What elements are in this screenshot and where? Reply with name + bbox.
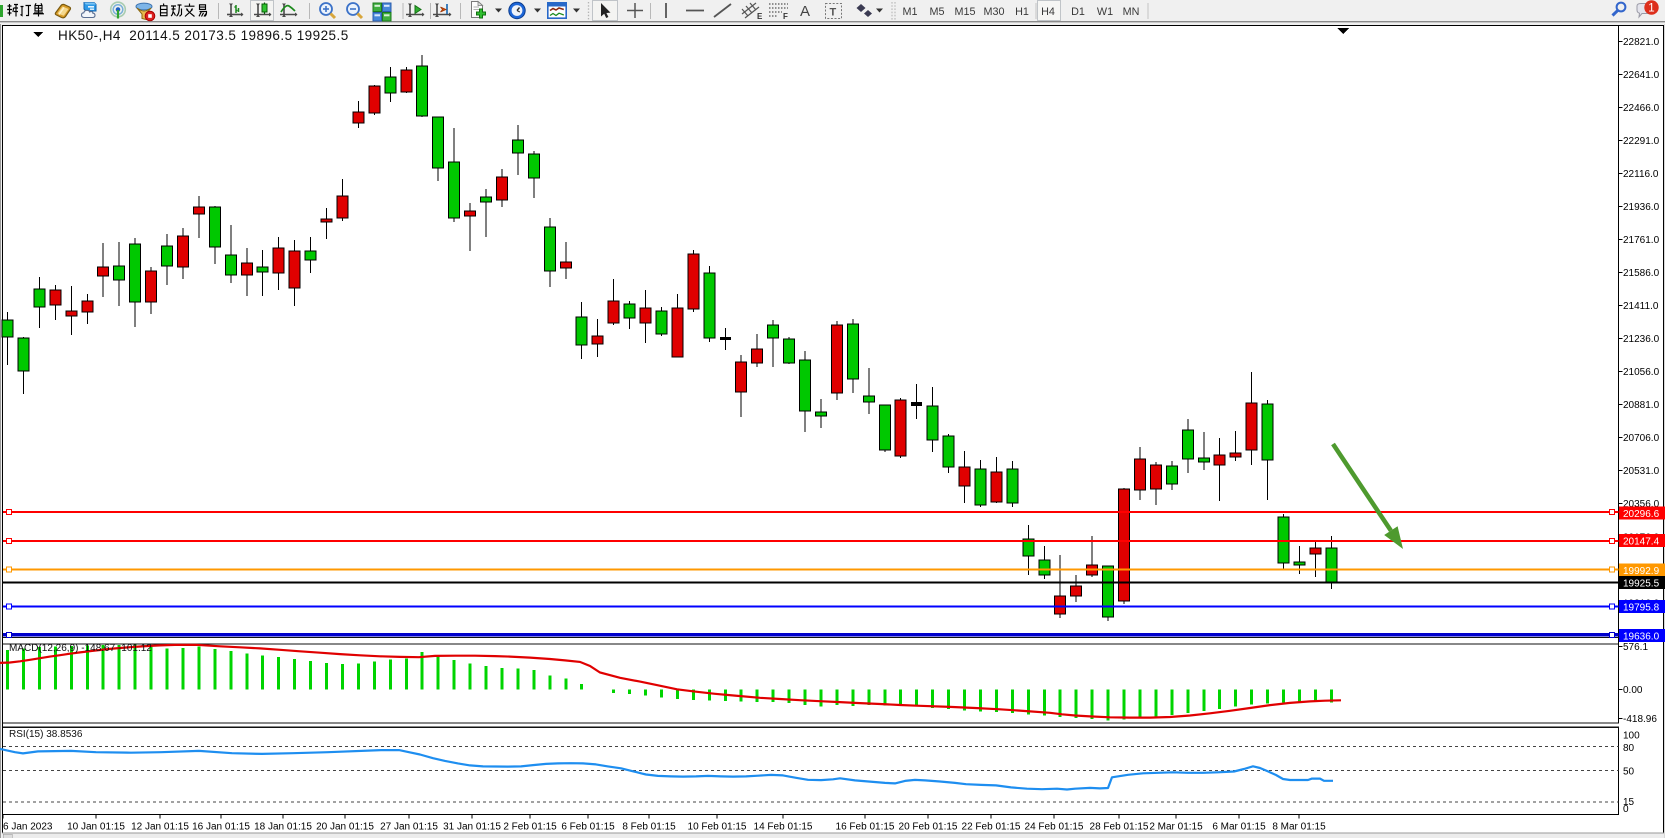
svg-text:H4: H4 [1041, 6, 1055, 18]
svg-text:22291.0: 22291.0 [1623, 136, 1660, 147]
svg-text:6 Mar 01:15: 6 Mar 01:15 [1212, 822, 1266, 833]
svg-text:22641.0: 22641.0 [1623, 70, 1660, 81]
svg-text:8 Mar 01:15: 8 Mar 01:15 [1272, 822, 1326, 833]
svg-text:0: 0 [1623, 804, 1629, 815]
svg-text:19636.0: 19636.0 [1623, 631, 1660, 642]
svg-text:27 Jan 01:15: 27 Jan 01:15 [380, 822, 438, 833]
svg-text:MN: MN [1123, 6, 1140, 18]
svg-text:12 Jan 01:15: 12 Jan 01:15 [131, 822, 189, 833]
svg-text:19992.9: 19992.9 [1623, 566, 1660, 577]
svg-text:28 Feb 01:15: 28 Feb 01:15 [1090, 822, 1149, 833]
svg-text:31 Jan 01:15: 31 Jan 01:15 [443, 822, 501, 833]
svg-text:21056.0: 21056.0 [1623, 367, 1660, 378]
svg-text:20881.0: 20881.0 [1623, 400, 1660, 411]
svg-text:6 Jan 2023: 6 Jan 2023 [3, 822, 53, 833]
svg-text:10 Jan 01:15: 10 Jan 01:15 [67, 822, 125, 833]
svg-text:MACD(12,26,9) -148.67 -101.12: MACD(12,26,9) -148.67 -101.12 [9, 643, 152, 654]
svg-text:20356.0: 20356.0 [1623, 499, 1660, 510]
svg-text:10 Feb 01:15: 10 Feb 01:15 [688, 822, 747, 833]
svg-text:20296.6: 20296.6 [1623, 509, 1660, 520]
svg-text:18 Jan 01:15: 18 Jan 01:15 [254, 822, 312, 833]
svg-text:20706.0: 20706.0 [1623, 433, 1660, 444]
svg-text:8 Feb 01:15: 8 Feb 01:15 [622, 822, 676, 833]
svg-text:1: 1 [1648, 3, 1654, 15]
svg-text:F: F [783, 12, 788, 21]
svg-text:100: 100 [1623, 731, 1640, 742]
svg-text:20 Feb 01:15: 20 Feb 01:15 [899, 822, 958, 833]
svg-text:T: T [830, 7, 837, 19]
svg-text:6 Feb 01:15: 6 Feb 01:15 [561, 822, 615, 833]
svg-text:21411.0: 21411.0 [1623, 301, 1659, 312]
svg-text:21936.0: 21936.0 [1623, 202, 1660, 213]
svg-text:M15: M15 [954, 6, 975, 18]
svg-text:0.00: 0.00 [1623, 685, 1643, 696]
svg-text:21586.0: 21586.0 [1623, 268, 1660, 279]
svg-text:20 Jan 01:15: 20 Jan 01:15 [316, 822, 374, 833]
svg-text:2 Mar 01:15: 2 Mar 01:15 [1149, 822, 1203, 833]
svg-text:21236.0: 21236.0 [1623, 334, 1660, 345]
svg-text:16 Jan 01:15: 16 Jan 01:15 [192, 822, 250, 833]
svg-text:19795.8: 19795.8 [1623, 602, 1660, 613]
svg-text:21761.0: 21761.0 [1623, 235, 1660, 246]
svg-text:2 Feb 01:15: 2 Feb 01:15 [503, 822, 557, 833]
svg-text:H1: H1 [1015, 6, 1029, 18]
svg-text:-418.96: -418.96 [1623, 714, 1657, 725]
svg-text:D1: D1 [1071, 6, 1085, 18]
svg-text:RSI(15) 38.8536: RSI(15) 38.8536 [9, 729, 83, 740]
svg-text:14 Feb 01:15: 14 Feb 01:15 [754, 822, 813, 833]
svg-text:15: 15 [1623, 797, 1635, 808]
svg-text:22 Feb 01:15: 22 Feb 01:15 [962, 822, 1021, 833]
svg-text:50: 50 [1623, 767, 1635, 778]
svg-text:E: E [757, 12, 763, 21]
svg-text:HK50-,H4 20114.5 20173.5 1989: HK50-,H4 20114.5 20173.5 19896.5 19925.5 [58, 28, 349, 43]
svg-text:20147.4: 20147.4 [1623, 536, 1660, 547]
svg-text:576.1: 576.1 [1623, 642, 1648, 653]
svg-text:80: 80 [1623, 743, 1635, 754]
svg-text:24 Feb 01:15: 24 Feb 01:15 [1025, 822, 1084, 833]
svg-text:16 Feb 01:15: 16 Feb 01:15 [836, 822, 895, 833]
svg-text:22821.0: 22821.0 [1623, 37, 1660, 48]
svg-text:M1: M1 [903, 6, 918, 18]
svg-text:22116.0: 22116.0 [1623, 169, 1659, 180]
svg-text:M30: M30 [983, 6, 1004, 18]
svg-text:20531.0: 20531.0 [1623, 466, 1660, 477]
svg-text:19925.5: 19925.5 [1623, 578, 1660, 589]
svg-text:W1: W1 [1097, 6, 1113, 18]
svg-text:22466.0: 22466.0 [1623, 103, 1660, 114]
svg-text:M5: M5 [930, 6, 945, 18]
svg-text:A: A [800, 3, 810, 20]
